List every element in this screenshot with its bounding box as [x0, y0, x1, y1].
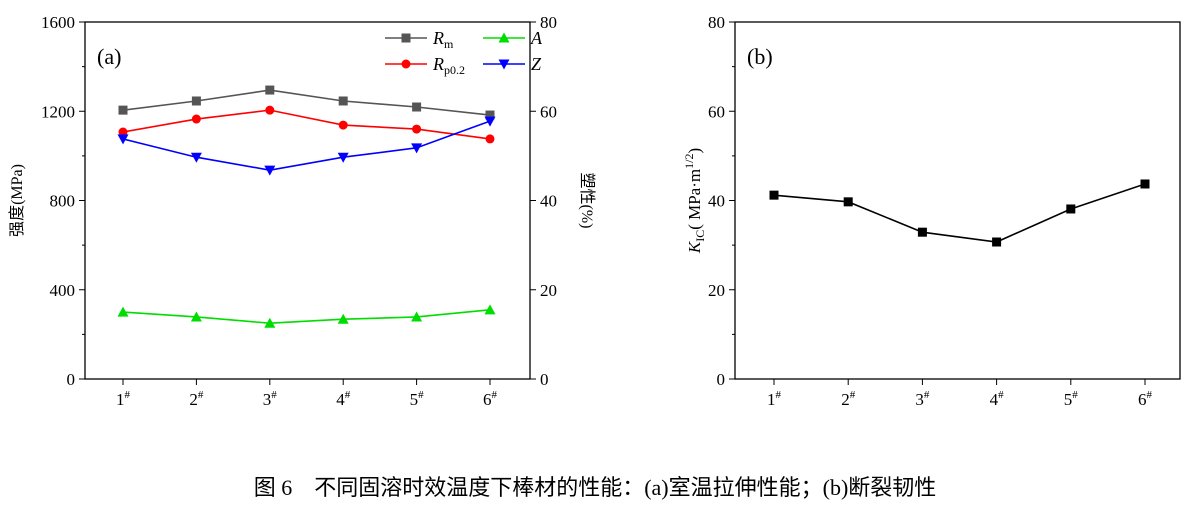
- data-point: [118, 105, 128, 115]
- data-point: [190, 311, 202, 322]
- data-point: [412, 124, 422, 134]
- data-point: [843, 197, 853, 207]
- data-point: [1066, 204, 1076, 214]
- data-point: [1140, 179, 1150, 189]
- y-tick-label: 1600: [41, 13, 75, 32]
- x-tick-label: 6#: [483, 389, 498, 409]
- data-point: [485, 134, 495, 144]
- data-point: [411, 143, 423, 154]
- y-tick-label: 400: [50, 281, 76, 300]
- data-point: [265, 105, 275, 115]
- data-point: [264, 165, 276, 176]
- data-point: [769, 190, 779, 200]
- figure: 1# 2# 3# 4# 5# 6#040080012001600020406080强度(M…: [8, 13, 1181, 409]
- data-point: [484, 304, 496, 315]
- x-tick-label: 3#: [915, 389, 930, 409]
- legend-label: Rp0.2: [432, 54, 465, 77]
- data-point: [191, 96, 201, 106]
- y-right-tick-label: 80: [540, 13, 557, 32]
- data-point: [484, 116, 496, 127]
- data-point: [337, 313, 349, 324]
- y-tick-label: 20: [708, 281, 725, 300]
- series-line-Rm: [122, 89, 491, 116]
- data-point: [337, 152, 349, 163]
- data-point: [992, 237, 1002, 247]
- figure-caption: 图 6 不同固溶时效温度下棒材的性能：(a)室温拉伸性能；(b)断裂韧性: [253, 475, 937, 500]
- data-point: [265, 85, 275, 95]
- data-point: [485, 110, 495, 120]
- series-line-kic: [773, 183, 1146, 243]
- chart-panel-b: 1# 2# 3# 4# 5# 6# 0 20 40 60 80 KIC( MPa·m1/2) (b): [682, 13, 1181, 409]
- data-point: [411, 311, 423, 322]
- y-tick-label: 80: [708, 13, 725, 32]
- x-tick-label: 2#: [189, 389, 204, 409]
- y-right-tick-label: 0: [540, 370, 549, 389]
- x-tick-label: 1#: [767, 389, 782, 409]
- series-line-Rp0.2: [122, 109, 491, 140]
- series-line-Z: [122, 120, 491, 171]
- legend-marker: [401, 33, 411, 43]
- x-tick-label: 3#: [263, 389, 278, 409]
- y-axis-label-left: 强度(MPa): [8, 164, 26, 237]
- panel-label: (a): [97, 44, 121, 69]
- x-tick-label: 5#: [410, 389, 425, 409]
- data-point: [412, 102, 422, 112]
- y-tick-label: 0: [67, 370, 76, 389]
- x-tick-label: 2#: [841, 389, 856, 409]
- y-tick-label: 800: [50, 192, 76, 211]
- plot-frame: [734, 21, 1181, 380]
- y-right-tick-label: 60: [540, 102, 557, 121]
- data-point: [917, 227, 927, 237]
- y-tick-label: 0: [717, 370, 726, 389]
- data-point: [338, 96, 348, 106]
- data-point: [190, 152, 202, 163]
- y-tick-label: 40: [708, 192, 725, 211]
- y-tick-label: 60: [708, 102, 725, 121]
- x-tick-label: 4#: [336, 389, 351, 409]
- x-tick-label: 1#: [116, 389, 131, 409]
- legend-label: Z: [531, 54, 542, 74]
- x-tick-label: 5#: [1064, 389, 1079, 409]
- y-right-tick-label: 20: [540, 281, 557, 300]
- panel-label: (b): [747, 44, 773, 69]
- y-tick-label: 1200: [41, 102, 75, 121]
- y-axis-label-right: 塑性(%): [578, 173, 596, 229]
- y-right-tick-label: 40: [540, 192, 557, 211]
- legend-marker: [401, 59, 411, 69]
- chart-panel-a: 1# 2# 3# 4# 5# 6# 0 400 800 1200 1600 0 20 40 60 80 强度(M…: [8, 13, 596, 409]
- data-point: [117, 134, 129, 145]
- legend-label: Rm: [432, 28, 454, 51]
- data-point: [191, 114, 201, 124]
- legend-label: A: [530, 28, 543, 48]
- data-point: [264, 317, 276, 328]
- y-axis-label: KIC( MPa·m1/2): [682, 148, 707, 254]
- data-point: [338, 120, 348, 130]
- legend-marker: [498, 59, 510, 70]
- data-point: [117, 306, 129, 317]
- x-tick-label: 6#: [1138, 389, 1153, 409]
- series-line-A: [122, 309, 491, 325]
- x-tick-label: 4#: [990, 389, 1005, 409]
- legend-marker: [498, 32, 510, 43]
- data-point: [118, 127, 128, 137]
